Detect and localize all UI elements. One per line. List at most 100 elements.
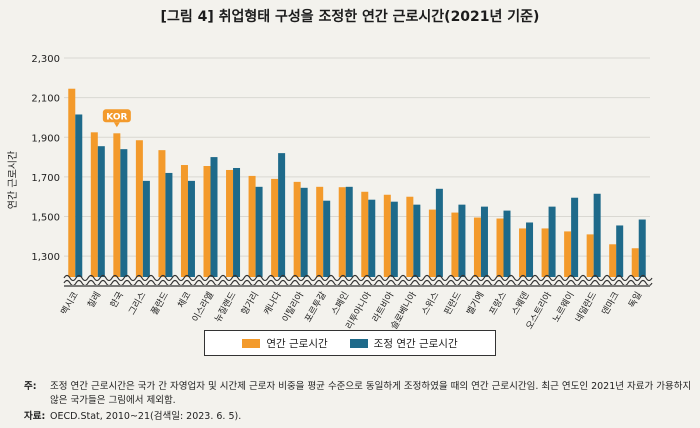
bar-2 xyxy=(571,197,579,280)
bar-2 xyxy=(368,199,376,280)
bar-2 xyxy=(413,204,421,280)
bar-2 xyxy=(458,204,466,280)
bar-2 xyxy=(97,146,105,280)
bar-1 xyxy=(316,186,324,280)
x-tick-label: 벨기에 xyxy=(465,290,487,317)
kor-callout: KOR xyxy=(102,109,131,128)
legend-swatch-series1 xyxy=(242,338,261,348)
bar-1 xyxy=(361,191,369,280)
bar-2 xyxy=(345,186,353,280)
bar-1 xyxy=(248,175,256,280)
bar-1 xyxy=(451,212,459,280)
axis-break xyxy=(62,274,653,288)
bar-1 xyxy=(338,187,346,280)
kor-label: KOR xyxy=(106,112,127,122)
bar-1 xyxy=(631,248,639,280)
y-axis-ticks: 1,300 1,500 1,700 1,900 2,100 2,300 xyxy=(31,54,60,263)
bar-2 xyxy=(593,193,601,280)
y-tick-label: 1,500 xyxy=(31,213,60,224)
x-tick-label: 칠레 xyxy=(86,290,104,310)
bar-1 xyxy=(586,234,594,280)
y-tick-label: 1,300 xyxy=(31,252,60,263)
x-tick-label: 포르투갈 xyxy=(303,290,329,324)
x-tick-label: 한국 xyxy=(108,290,126,310)
x-tick-label: 핀란드 xyxy=(441,290,464,318)
y-axis-label: 연간 근로시간 xyxy=(7,151,19,209)
x-tick-label: 이스라엘 xyxy=(190,290,216,324)
bar-1 xyxy=(519,228,527,280)
bar-2 xyxy=(548,206,556,280)
bar-2 xyxy=(480,206,488,280)
y-tick-label: 1,900 xyxy=(31,133,60,144)
note-label: 주: xyxy=(24,381,37,392)
bar-2 xyxy=(210,157,218,280)
bar-1 xyxy=(135,140,143,280)
bar-2 xyxy=(616,225,624,280)
x-tick-label: 스페인 xyxy=(329,290,351,317)
bar-1 xyxy=(428,209,436,280)
bar-2 xyxy=(503,210,511,280)
axis-break-line xyxy=(63,274,653,282)
x-tick-label: 멕시코 xyxy=(59,290,81,317)
x-tick-label: 체코 xyxy=(176,290,194,310)
bar-1 xyxy=(226,169,234,280)
bar-2 xyxy=(120,149,128,280)
bar-2 xyxy=(165,172,173,280)
axis-break-band xyxy=(62,277,652,284)
bar-1 xyxy=(473,217,481,280)
kor-annotation: KOR xyxy=(102,109,131,128)
bar-2 xyxy=(323,200,331,280)
bar-1 xyxy=(564,231,572,280)
y-tick-label: 2,300 xyxy=(31,54,60,65)
x-tick-label: 스웨덴 xyxy=(509,290,532,318)
bar-1 xyxy=(180,165,188,280)
bar-2 xyxy=(142,180,150,280)
bar-2 xyxy=(278,153,286,280)
bar-chart: 1,300 1,500 1,700 1,900 2,100 2,300 연간 근로시간 멕… xyxy=(7,54,653,330)
bar-2 xyxy=(300,187,308,280)
bar-2 xyxy=(187,180,195,280)
note-text: 조정 연간 근로시간은 국가 간 자영업자 및 시간제 근로자 비중을 평균 수… xyxy=(50,381,692,406)
bar-1 xyxy=(90,132,98,280)
legend-item-series2: 조정 연간 근로시간 xyxy=(349,336,458,351)
chart-title: [그림 4] 취업형태 구성을 조정한 연간 근로시간(2021년 기준) xyxy=(160,9,540,25)
bar-1 xyxy=(541,228,549,280)
gridlines xyxy=(64,57,650,257)
bar-1 xyxy=(113,133,121,280)
bar-1 xyxy=(203,166,211,280)
x-tick-label: 스위스 xyxy=(420,290,442,317)
bar-2 xyxy=(638,219,646,280)
bar-1 xyxy=(271,178,279,280)
bar-2 xyxy=(255,186,263,280)
y-tick-label: 2,100 xyxy=(31,94,60,105)
x-tick-label: 덴마크 xyxy=(600,290,622,317)
x-tick-label: 네덜란드 xyxy=(572,290,599,325)
x-tick-label: 폴란드 xyxy=(148,290,171,318)
x-tick-label: 노르웨이 xyxy=(550,290,577,325)
bar-1 xyxy=(383,194,391,280)
bar-1 xyxy=(609,244,617,280)
x-tick-label: 프랑스 xyxy=(486,290,509,318)
legend: 연간 근로시간 조정 연간 근로시간 xyxy=(204,330,496,356)
bar-1 xyxy=(496,218,504,280)
bar-2 xyxy=(390,201,398,280)
bars xyxy=(68,88,646,281)
legend-label-series1: 연간 근로시간 xyxy=(266,337,328,350)
bar-1 xyxy=(158,150,166,280)
source-text: OECD.Stat, 2010~21(검색일: 2023. 6. 5). xyxy=(50,411,242,422)
x-tick-label: 헝가리 xyxy=(239,290,261,317)
y-tick-label: 1,700 xyxy=(31,173,60,184)
source-label: 자료: xyxy=(24,411,46,422)
bar-2 xyxy=(435,188,443,280)
legend-item-series1: 연간 근로시간 xyxy=(242,336,328,351)
x-tick-label: 독일 xyxy=(627,290,645,310)
x-tick-label: 그리스 xyxy=(127,290,149,317)
bar-2 xyxy=(233,167,241,280)
x-tick-label: 캐나다 xyxy=(262,289,284,317)
legend-swatch-series2 xyxy=(349,338,368,348)
x-tick-label: 뉴질랜드 xyxy=(212,290,239,325)
legend-label-series2: 조정 연간 근로시간 xyxy=(373,337,458,350)
bar-1 xyxy=(68,88,76,280)
bar-2 xyxy=(526,222,534,280)
